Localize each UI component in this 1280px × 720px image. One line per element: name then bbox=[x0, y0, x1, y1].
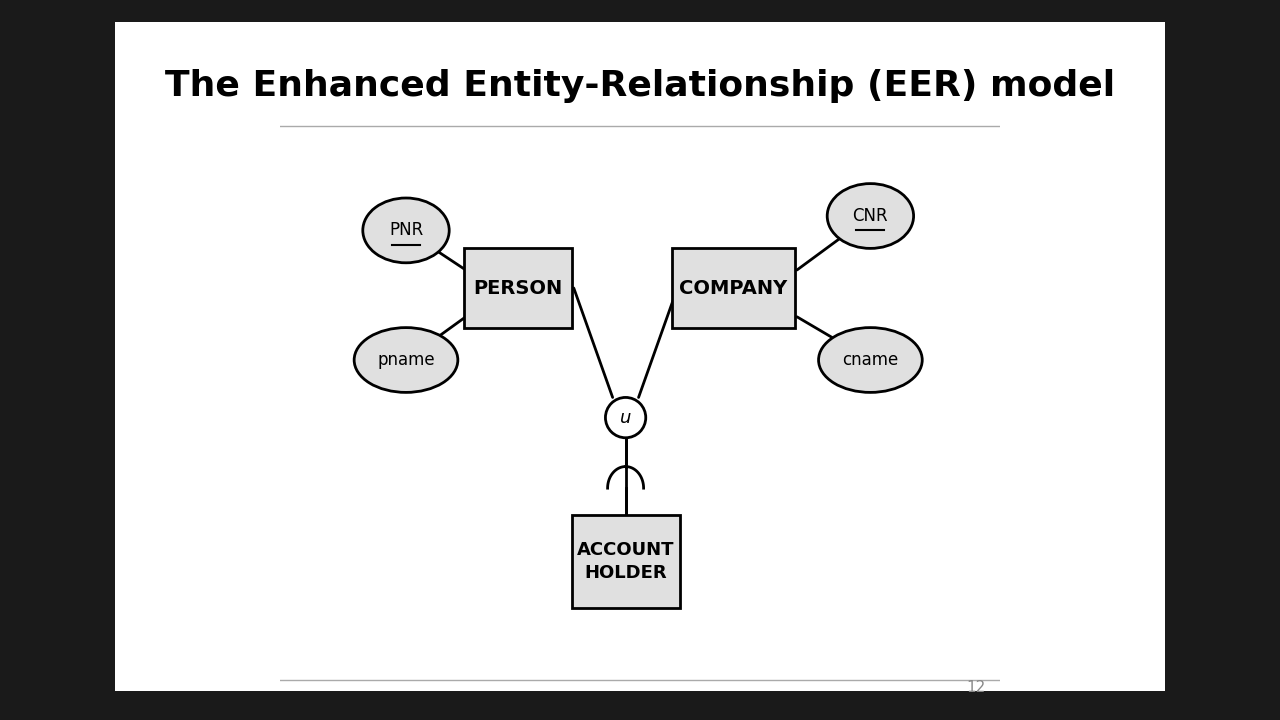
Ellipse shape bbox=[819, 328, 923, 392]
Bar bbox=[463, 248, 572, 328]
Text: The Enhanced Entity-Relationship (EER) model: The Enhanced Entity-Relationship (EER) m… bbox=[165, 69, 1115, 104]
Ellipse shape bbox=[355, 328, 458, 392]
Text: u: u bbox=[620, 409, 631, 426]
Ellipse shape bbox=[362, 198, 449, 263]
Text: PERSON: PERSON bbox=[474, 279, 562, 297]
Text: cname: cname bbox=[842, 351, 899, 369]
Bar bbox=[572, 515, 680, 608]
Text: ACCOUNT
HOLDER: ACCOUNT HOLDER bbox=[577, 541, 675, 582]
Text: COMPANY: COMPANY bbox=[680, 279, 787, 297]
Ellipse shape bbox=[827, 184, 914, 248]
Text: CNR: CNR bbox=[852, 207, 888, 225]
Bar bbox=[672, 248, 795, 328]
Circle shape bbox=[605, 397, 646, 438]
Text: 12: 12 bbox=[966, 680, 986, 695]
Text: PNR: PNR bbox=[389, 222, 424, 239]
Text: pname: pname bbox=[378, 351, 435, 369]
